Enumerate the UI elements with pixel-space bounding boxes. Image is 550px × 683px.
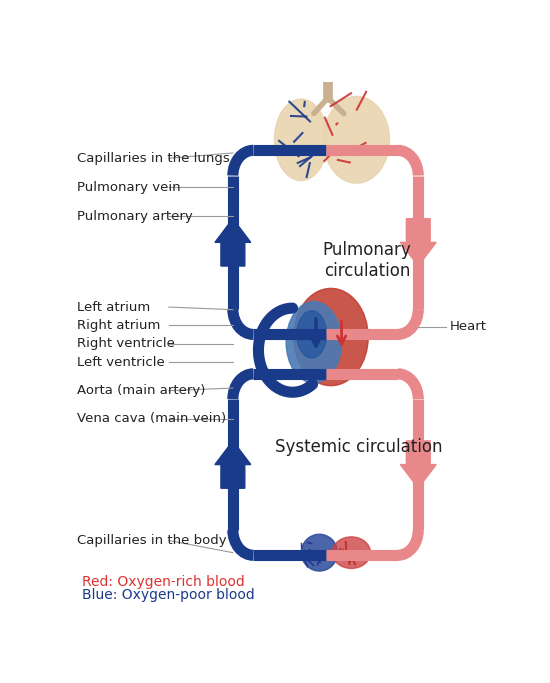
Text: Systemic circulation: Systemic circulation xyxy=(275,438,442,456)
Text: Capillaries in the body: Capillaries in the body xyxy=(77,534,227,547)
Text: Blue: Oxygen-poor blood: Blue: Oxygen-poor blood xyxy=(81,588,254,602)
Text: Red: Oxygen-rich blood: Red: Oxygen-rich blood xyxy=(81,574,244,589)
Polygon shape xyxy=(400,219,436,266)
Polygon shape xyxy=(400,441,436,488)
Polygon shape xyxy=(215,219,251,266)
Text: Aorta (main artery): Aorta (main artery) xyxy=(77,384,206,398)
Text: Vena cava (main vein): Vena cava (main vein) xyxy=(77,412,227,425)
Text: Left ventricle: Left ventricle xyxy=(77,356,165,369)
Text: Capillaries in the lungs: Capillaries in the lungs xyxy=(77,152,230,165)
Text: Heart: Heart xyxy=(450,320,487,333)
Text: Pulmonary
circulation: Pulmonary circulation xyxy=(323,241,411,280)
Polygon shape xyxy=(215,441,251,488)
Text: Right atrium: Right atrium xyxy=(77,319,161,332)
Text: Left atrium: Left atrium xyxy=(77,301,151,313)
Ellipse shape xyxy=(301,534,338,571)
Ellipse shape xyxy=(286,301,342,383)
Ellipse shape xyxy=(294,288,368,386)
Ellipse shape xyxy=(274,99,328,180)
Ellipse shape xyxy=(323,96,389,183)
Ellipse shape xyxy=(332,537,371,568)
Ellipse shape xyxy=(297,311,327,358)
Text: Pulmonary artery: Pulmonary artery xyxy=(77,210,193,223)
Text: Right ventricle: Right ventricle xyxy=(77,337,175,350)
Text: Pulmonary vein: Pulmonary vein xyxy=(77,180,181,194)
